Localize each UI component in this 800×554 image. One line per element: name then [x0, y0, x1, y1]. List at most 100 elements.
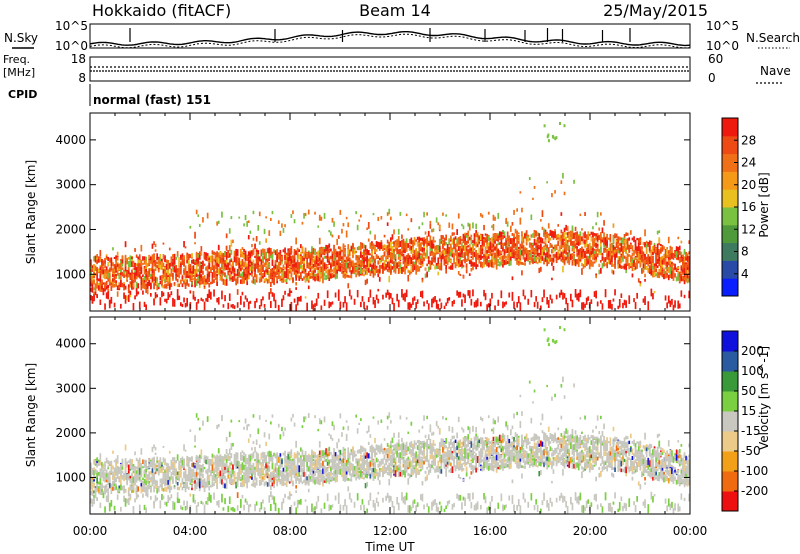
- power-echo: [648, 250, 651, 254]
- power-echo: [486, 260, 488, 267]
- power-echo: [623, 299, 626, 306]
- power-echo: [116, 269, 119, 276]
- power-echo: [271, 279, 274, 284]
- power-echo: [568, 252, 571, 257]
- power-echo: [101, 265, 103, 269]
- power-echo: [630, 260, 632, 267]
- power-echo: [503, 231, 506, 236]
- power-echo: [102, 288, 105, 291]
- power-echo: [247, 301, 250, 310]
- power-echo: [330, 231, 332, 236]
- power-echo: [587, 258, 590, 261]
- power-echo: [282, 249, 285, 253]
- power-echo: [257, 265, 260, 272]
- power-echo: [625, 247, 627, 254]
- power-echo: [353, 247, 356, 255]
- power-echo: [337, 289, 340, 294]
- power-echo: [448, 238, 451, 246]
- power-echo: [195, 258, 198, 262]
- power-echo: [448, 266, 451, 270]
- power-echo: [224, 272, 226, 278]
- power-echo: [448, 247, 451, 254]
- power-echo: [288, 248, 291, 254]
- power-echo: [547, 223, 550, 229]
- power-echo: [510, 240, 512, 244]
- power-echo: [383, 262, 386, 266]
- power-echo: [143, 256, 146, 260]
- power-echo: [671, 246, 673, 254]
- power-echo: [184, 246, 187, 249]
- power-echo: [435, 245, 438, 251]
- power-echo: [337, 255, 340, 263]
- power-echo: [167, 292, 170, 300]
- power-echo: [165, 264, 168, 270]
- velocity-echo: [108, 483, 111, 488]
- power-echo: [336, 269, 338, 274]
- power-echo: [255, 249, 258, 253]
- power-echo: [282, 228, 285, 233]
- power-echo: [683, 294, 686, 299]
- power-echo: [371, 251, 373, 255]
- power-echo: [265, 251, 267, 259]
- power-echo: [533, 254, 536, 262]
- power-echo: [655, 263, 657, 267]
- power-echo: [208, 283, 211, 288]
- power-echo: [446, 261, 449, 266]
- power-echo: [385, 247, 387, 251]
- power-echo: [113, 274, 116, 281]
- power-echo: [491, 236, 493, 243]
- power-echo: [642, 255, 645, 259]
- power-echo: [535, 247, 537, 251]
- power-echo: [543, 228, 545, 233]
- power-echo: [369, 269, 372, 273]
- power-echo: [167, 273, 170, 279]
- power-echo: [301, 261, 304, 264]
- power-echo: [628, 254, 631, 257]
- freq-panel: Freq. [MHz] 18 8 60 0 Nave CPID normal (…: [3, 52, 791, 107]
- power-echo: [110, 285, 113, 291]
- power-echo: [516, 302, 518, 308]
- power-echo: [290, 246, 293, 253]
- power-echo: [570, 233, 572, 237]
- power-echo: [238, 271, 241, 276]
- power-echo: [151, 254, 154, 259]
- power-echo: [277, 264, 280, 270]
- power-echo: [535, 239, 537, 243]
- power-echo: [467, 236, 470, 241]
- power-echo: [385, 264, 387, 267]
- power-echo: [230, 239, 233, 247]
- power-echo: [519, 246, 522, 250]
- power-echo: [464, 235, 466, 242]
- power-echo: [494, 259, 496, 264]
- power-echo: [506, 231, 509, 238]
- power-echo: [551, 193, 553, 198]
- power-echo: [228, 228, 231, 234]
- power-echo: [505, 237, 507, 241]
- power-echo: [611, 245, 613, 251]
- power-echo: [506, 221, 509, 227]
- power-echo: [547, 234, 550, 242]
- power-echo: [293, 267, 296, 275]
- power-echo: [323, 277, 326, 280]
- power-echo: [230, 249, 233, 255]
- power-echo: [571, 240, 574, 246]
- power-echo: [465, 263, 468, 268]
- power-echo: [361, 254, 364, 258]
- power-echo: [663, 253, 665, 260]
- power-echo: [582, 238, 585, 244]
- power-echo: [652, 293, 654, 300]
- power-echo: [677, 254, 680, 260]
- power-echo: [390, 258, 392, 262]
- power-echo: [677, 300, 680, 309]
- power-echo: [309, 258, 312, 266]
- power-echo: [487, 255, 490, 259]
- velocity-echo: [102, 463, 105, 470]
- power-echo: [678, 256, 681, 261]
- power-echo: [93, 294, 95, 302]
- velocity-echo: [94, 468, 97, 475]
- power-echo: [189, 290, 192, 294]
- velocity-echo: [120, 466, 122, 471]
- power-echo: [647, 267, 650, 273]
- power-echo: [413, 255, 416, 259]
- power-echo: [364, 279, 367, 286]
